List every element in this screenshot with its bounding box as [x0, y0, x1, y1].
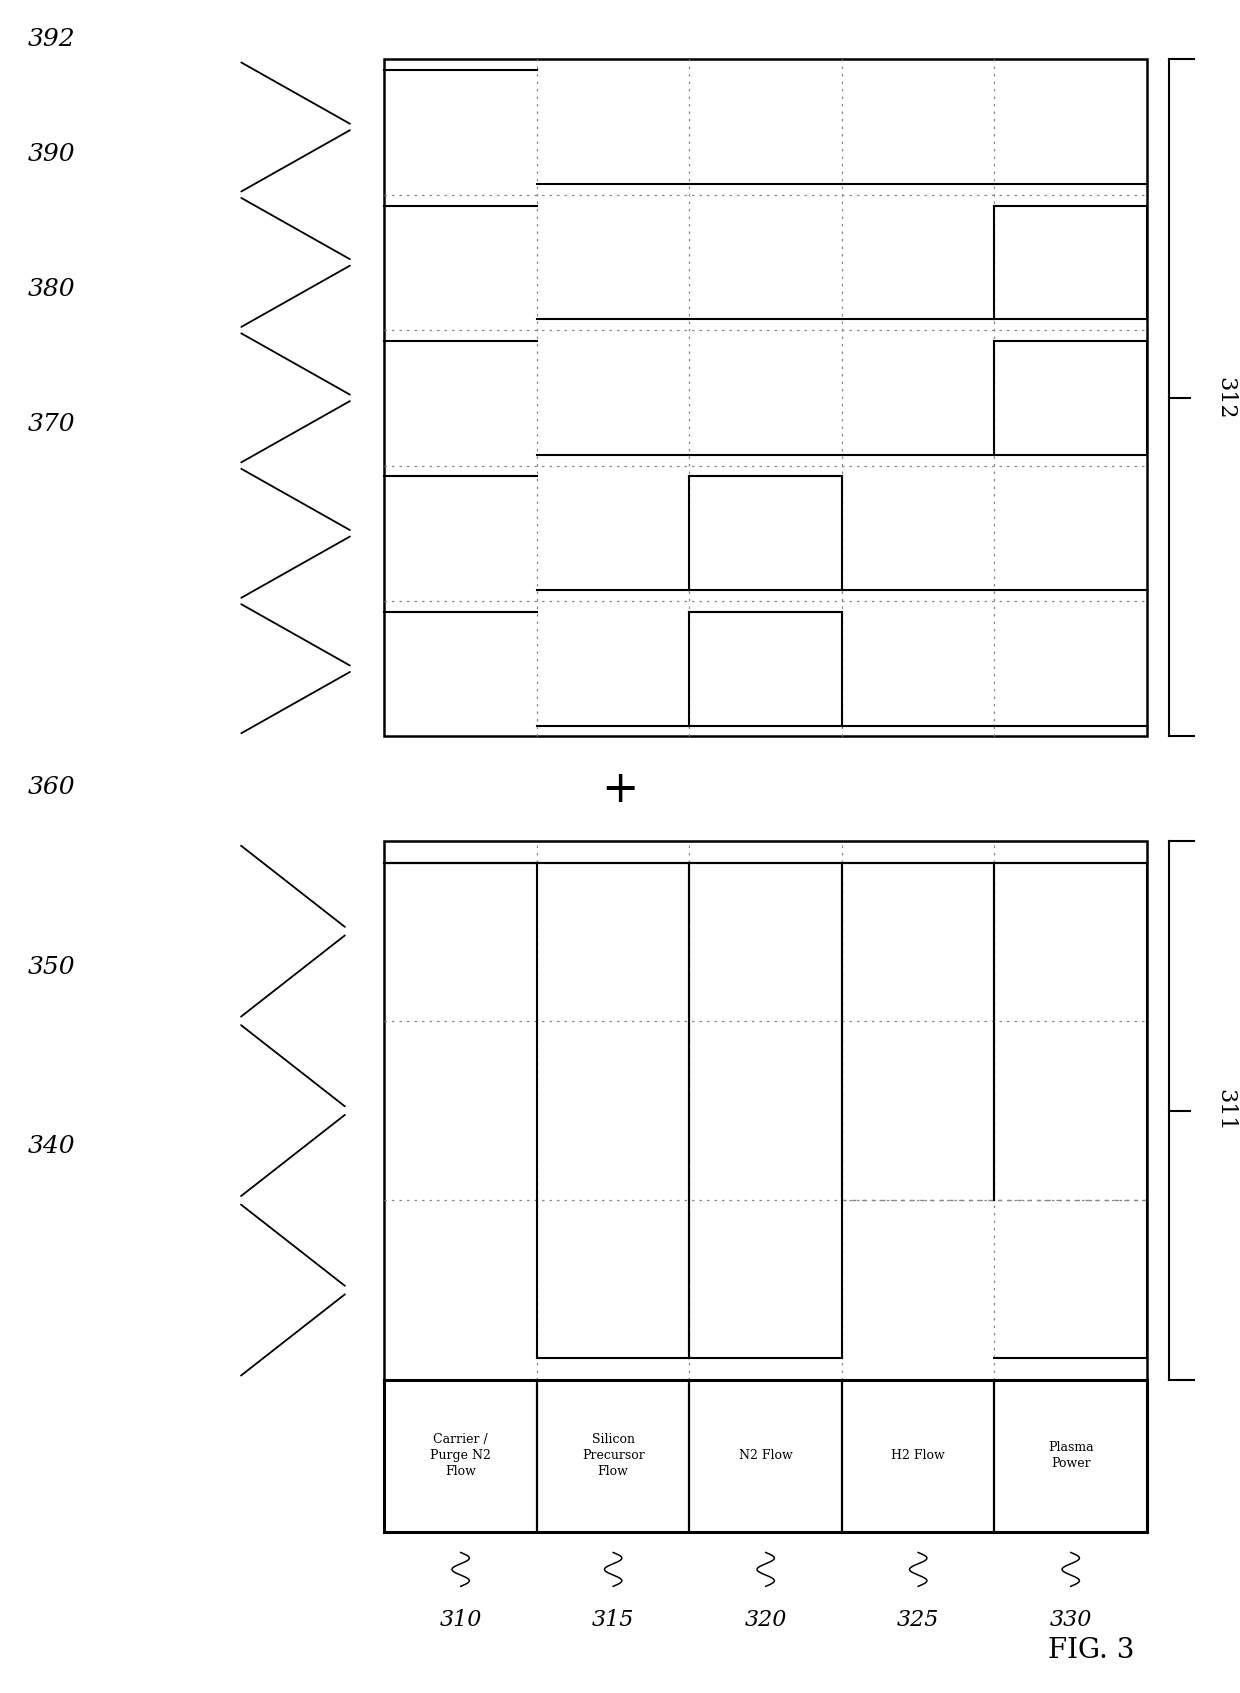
Bar — [384, 59, 1147, 736]
Text: 330: 330 — [1049, 1610, 1092, 1630]
Text: 310: 310 — [439, 1610, 482, 1630]
Text: Carrier /
Purge N2
Flow: Carrier / Purge N2 Flow — [430, 1434, 491, 1478]
Text: 370: 370 — [27, 413, 74, 437]
Text: Silicon
Precursor
Flow: Silicon Precursor Flow — [582, 1434, 645, 1478]
Text: 312: 312 — [1214, 376, 1236, 420]
Text: 360: 360 — [27, 775, 74, 799]
Text: H2 Flow: H2 Flow — [892, 1449, 945, 1463]
Text: 315: 315 — [591, 1610, 635, 1630]
Text: 320: 320 — [744, 1610, 787, 1630]
Text: 325: 325 — [897, 1610, 940, 1630]
Bar — [384, 841, 1147, 1380]
Text: 340: 340 — [27, 1134, 74, 1158]
Text: 390: 390 — [27, 142, 74, 166]
Text: Plasma
Power: Plasma Power — [1048, 1441, 1094, 1471]
Text: N2 Flow: N2 Flow — [739, 1449, 792, 1463]
Text: 350: 350 — [27, 955, 74, 979]
Text: 392: 392 — [27, 27, 74, 51]
Text: FIG. 3: FIG. 3 — [1048, 1637, 1135, 1664]
Text: 380: 380 — [27, 278, 74, 301]
Text: +: + — [601, 767, 639, 811]
Text: 311: 311 — [1214, 1089, 1236, 1133]
Bar — [384, 1380, 1147, 1532]
